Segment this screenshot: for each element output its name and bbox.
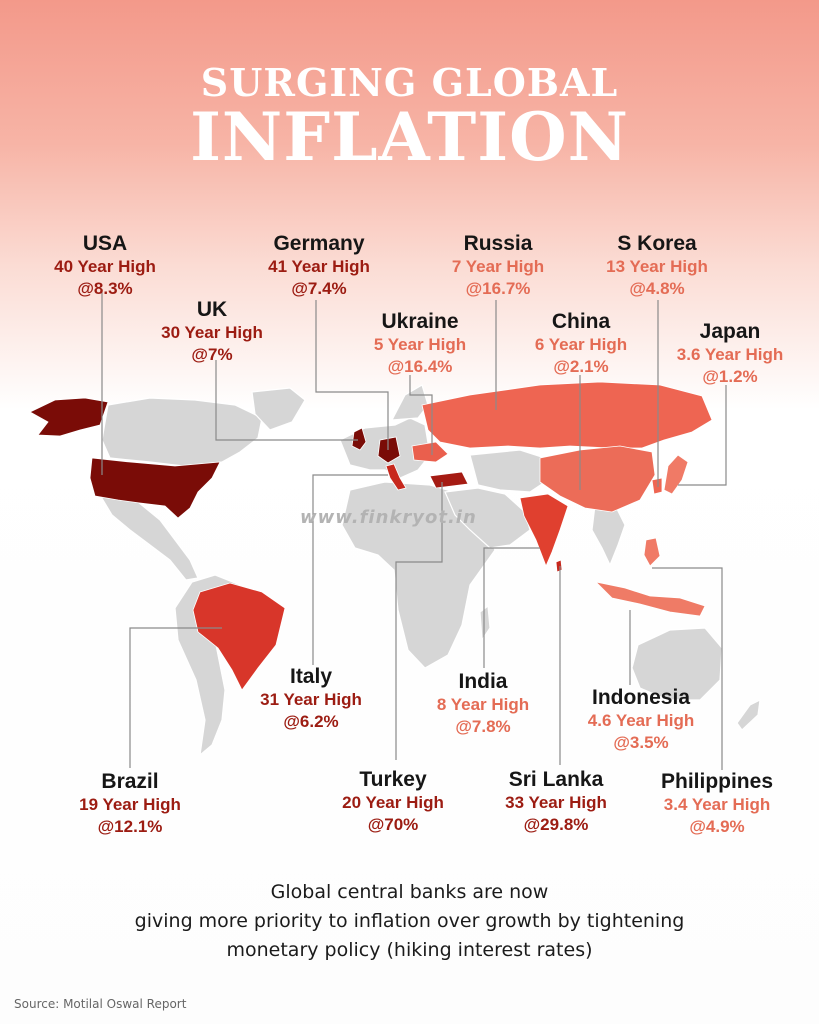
title-line-2: INFLATION [190, 98, 629, 176]
country-name: UK [196, 298, 228, 321]
source-note: Source: Motilal Oswal Report [14, 997, 187, 1011]
inflation-rate: @1.2% [702, 367, 758, 386]
label-italy: Italy 31 Year High @6.2% [216, 665, 406, 733]
country-name: Ukraine [381, 310, 459, 333]
country-name: China [551, 310, 611, 333]
inflation-rate: @12.1% [97, 817, 163, 836]
inflation-rate: @70% [367, 815, 419, 834]
leader-lines [101, 292, 727, 770]
highlighted-countries [29, 381, 713, 691]
label-usa: USA 40 Year High @8.3% [10, 232, 200, 300]
label-uk: UK 30 Year High @7% [117, 298, 307, 366]
label-sri-lanka: Sri Lanka 33 Year High @29.8% [461, 768, 651, 836]
year-high: 5 Year High [373, 335, 467, 354]
inflation-rate: @16.4% [387, 357, 453, 376]
inflation-rate: @4.9% [689, 817, 745, 836]
inflation-rate: @16.7% [465, 279, 531, 298]
year-high: 31 Year High [260, 690, 362, 709]
country-name: Philippines [660, 770, 773, 793]
country-name: S Korea [617, 232, 697, 255]
label-turkey: Turkey 20 Year High @70% [298, 768, 488, 836]
footnote: Global central banks are now giving more… [0, 878, 819, 965]
country-name: USA [82, 232, 128, 255]
label-ukraine: Ukraine 5 Year High @16.4% [325, 310, 515, 378]
year-high: 3.6 Year High [676, 345, 784, 364]
year-high: 40 Year High [54, 257, 156, 276]
country-name: Turkey [359, 768, 427, 791]
label-germany: Germany 41 Year High @7.4% [224, 232, 414, 300]
country-name: Italy [289, 665, 333, 688]
label-philippines: Philippines 3.4 Year High @4.9% [622, 770, 812, 838]
country-name: Indonesia [591, 686, 691, 709]
year-high: 8 Year High [436, 695, 530, 714]
year-high: 20 Year High [342, 793, 444, 812]
label-indonesia: Indonesia 4.6 Year High @3.5% [546, 686, 736, 754]
country-name: Russia [463, 232, 533, 255]
year-high: 3.4 Year High [663, 795, 771, 814]
footnote-line-1: Global central banks are now [270, 881, 549, 903]
inflation-rate: @29.8% [523, 815, 589, 834]
country-name: Japan [699, 320, 761, 343]
inflation-rate: @8.3% [77, 279, 133, 298]
year-high: 41 Year High [268, 257, 370, 276]
inflation-rate: @7.4% [291, 279, 347, 298]
country-name: Germany [273, 232, 365, 255]
year-high: 33 Year High [505, 793, 607, 812]
label-japan: Japan 3.6 Year High @1.2% [635, 320, 819, 388]
country-name: Brazil [101, 770, 159, 793]
year-high: 19 Year High [79, 795, 181, 814]
country-name: Sri Lanka [508, 768, 604, 791]
year-high: 30 Year High [161, 323, 263, 342]
country-name: India [458, 670, 508, 693]
year-high: 4.6 Year High [587, 711, 695, 730]
label-russia: Russia 7 Year High @16.7% [403, 232, 593, 300]
footnote-line-2: giving more priority to inflation over g… [134, 910, 685, 932]
year-high: 6 Year High [534, 335, 628, 354]
inflation-rate: @7% [191, 345, 233, 364]
inflation-rate: @7.8% [455, 717, 511, 736]
inflation-rate: @2.1% [553, 357, 609, 376]
year-high: 13 Year High [606, 257, 708, 276]
title-line-1: SURGING GLOBAL [200, 60, 619, 105]
label-india: India 8 Year High @7.8% [388, 670, 578, 738]
watermark: www.finkryot.in [300, 507, 477, 528]
other-land [98, 384, 761, 757]
inflation-rate: @4.8% [629, 279, 685, 298]
inflation-rate: @6.2% [283, 712, 339, 731]
footnote-line-3: monetary policy (hiking interest rates) [226, 939, 593, 961]
inflation-rate: @3.5% [613, 733, 669, 752]
label-s-korea: S Korea 13 Year High @4.8% [562, 232, 752, 300]
label-brazil: Brazil 19 Year High @12.1% [35, 770, 225, 838]
label-china: China 6 Year High @2.1% [486, 310, 676, 378]
year-high: 7 Year High [451, 257, 545, 276]
